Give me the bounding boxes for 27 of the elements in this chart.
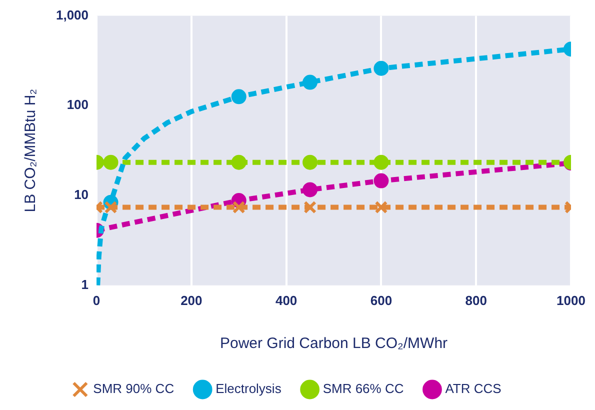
y-tick-label: 1,000 [56,7,89,22]
y-tick-label: 10 [74,187,89,202]
x-tick-label: 600 [370,292,392,308]
x-tick-label: 0 [92,292,100,308]
point [374,173,389,188]
point [304,200,316,214]
legend-label: Electrolysis [216,381,282,396]
y-axis-title: LB CO₂/MMBtu H₂ [22,88,40,212]
x-tick-label: 800 [465,292,487,308]
x-tick-label: 400 [275,292,298,308]
legend-label: SMR 66% CC [322,381,404,396]
point [302,182,318,198]
x-axis-title: Power Grid Carbon LB CO₂/MWhr [220,335,448,352]
point [232,200,246,214]
point [374,154,389,170]
legend-label: SMR 90% CC [93,381,174,396]
y-tick-label: 1 [81,276,89,292]
x-tick-label: 200 [180,292,202,308]
point [374,60,389,76]
legend-label: ATR CCS [445,381,502,396]
point [231,89,246,104]
point [302,154,318,170]
point [302,74,318,90]
point [374,200,388,214]
y-tick-label: 100 [66,97,89,112]
x-tick-label: 1000 [556,292,586,308]
point [231,154,246,170]
